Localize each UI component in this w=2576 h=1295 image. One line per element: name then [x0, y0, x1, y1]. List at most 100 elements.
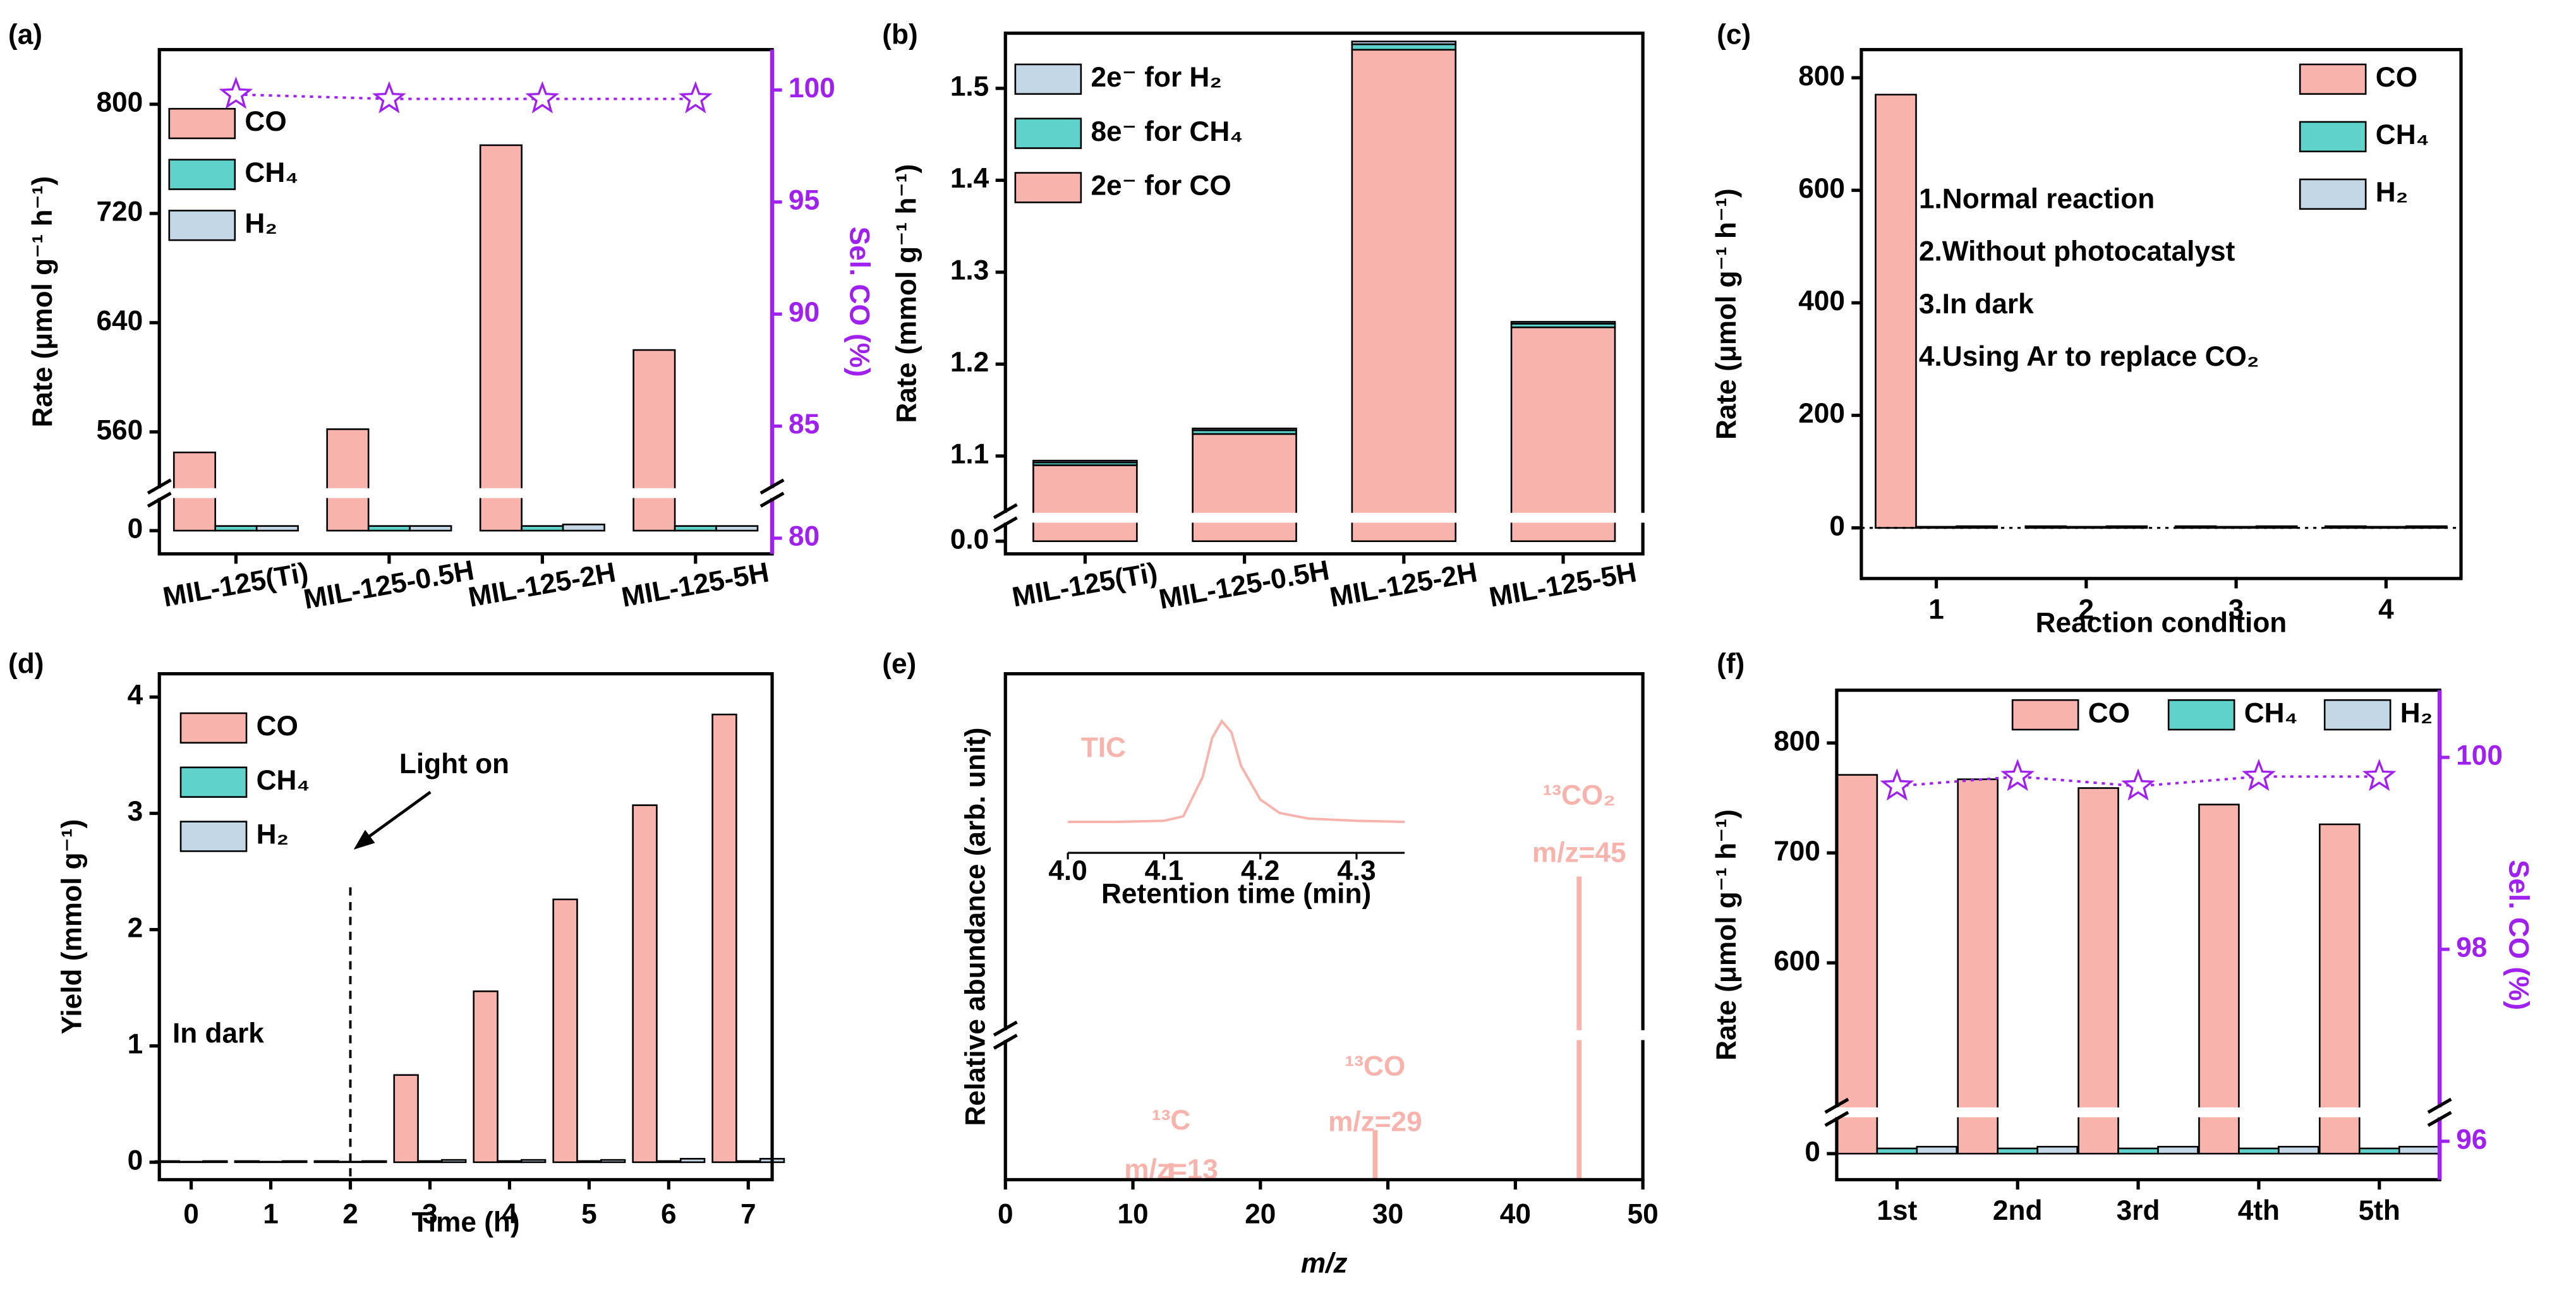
legend-swatch [179, 712, 248, 744]
legend-label: 2e⁻ for H₂ [1091, 62, 1221, 93]
bar [521, 1159, 547, 1164]
star-marker [525, 81, 560, 114]
y-tick-label: 600 [1798, 173, 1845, 204]
axis-break [1832, 1107, 2445, 1117]
axis-break [1000, 512, 1648, 523]
star-marker [2362, 759, 2397, 792]
y-tick-label: 1 [128, 1028, 143, 1059]
y-tick-label: 800 [1798, 61, 1845, 92]
star-marker [372, 81, 406, 114]
legend-swatch [168, 107, 236, 140]
x-tick-label: 1 [1928, 594, 1944, 625]
star-marker [219, 76, 253, 109]
bar [497, 1160, 523, 1164]
x-axis-label: m/z [1301, 1248, 1348, 1279]
y-tick-label: 1.3 [950, 255, 989, 286]
x-tick-label: 0 [998, 1198, 1013, 1229]
bar [562, 523, 605, 532]
axis-break [1000, 1030, 1648, 1040]
legend-swatch [2299, 178, 2367, 210]
bar-segment [1510, 321, 1616, 325]
y-tick-label: 1.4 [950, 163, 989, 194]
y2-tick-label: 80 [789, 521, 819, 552]
y-axis-label: Yield (mmol g⁻¹) [57, 819, 88, 1035]
inset-x-tick-label: 4.1 [1145, 855, 1183, 886]
bar [632, 804, 658, 1164]
bar [2117, 1147, 2159, 1155]
x-tick-label: 4 [502, 1198, 517, 1229]
bar [715, 525, 759, 532]
bar [1916, 1145, 1958, 1155]
bar [2398, 1145, 2440, 1155]
legend-label: H₂ [2376, 177, 2409, 208]
legend-swatch [2299, 63, 2367, 95]
bar [202, 1160, 228, 1164]
bar-segment [1510, 326, 1616, 543]
bar [234, 1160, 260, 1164]
y2-tick-label: 85 [789, 409, 819, 440]
y2-axis-label: Sel. CO (%) [2503, 860, 2534, 1010]
x-tick-label: 0 [183, 1198, 199, 1229]
y-axis-label: Rate (μmol g⁻¹ h⁻¹) [27, 176, 58, 428]
x-tick-label: MIL-125-5H [619, 557, 771, 613]
y-tick-label: 1.2 [950, 347, 989, 378]
bar-segment [1351, 43, 1457, 51]
y-tick-label: 200 [1798, 398, 1845, 429]
y-axis-label: Rate (μmol g⁻¹ h⁻¹) [1711, 188, 1742, 440]
annotation: 1.Normal reaction [1919, 183, 2155, 214]
bar [2077, 787, 2119, 1155]
panel-label: (f) [1717, 648, 1745, 679]
y-tick-label: 800 [1774, 726, 1820, 757]
bar [282, 1160, 308, 1164]
break-mark [759, 491, 785, 508]
legend-swatch [168, 210, 236, 241]
bar [2157, 1145, 2199, 1155]
y2-tick-label: 90 [789, 297, 819, 328]
legend-label: CO [2088, 697, 2130, 728]
legend-label: H₂ [2400, 697, 2433, 728]
break-mark [2427, 1111, 2452, 1127]
legend-swatch [1014, 117, 1082, 149]
y-tick-label: 560 [96, 414, 143, 445]
bar [576, 1160, 602, 1164]
legend-label: CH₄ [245, 157, 298, 188]
bar [367, 525, 411, 532]
x-tick-label: 2nd [1993, 1195, 2043, 1226]
x-tick-label: MIL-125(Ti) [1010, 557, 1159, 613]
break-mark [147, 491, 172, 508]
break-mark [993, 1033, 1018, 1050]
y-tick-label: 600 [1774, 946, 1820, 977]
y2-tick-label: 96 [2456, 1124, 2487, 1155]
inset-x-axis-label: Retention time (min) [1101, 878, 1371, 909]
x-tick-label: 20 [1245, 1198, 1276, 1229]
x-tick-label: MIL-125-5H [1487, 557, 1639, 613]
annotation: In dark [172, 1018, 264, 1049]
break-mark [1824, 1097, 1849, 1114]
x-tick-label: MIL-125-2H [466, 557, 619, 613]
bar [441, 1159, 467, 1164]
annotation: Light on [399, 749, 509, 780]
bar [2238, 1147, 2280, 1155]
break-mark [993, 516, 1018, 533]
y-tick-label: 700 [1774, 836, 1820, 867]
star-marker [679, 81, 713, 114]
bar [2358, 1147, 2400, 1155]
bar [1957, 778, 1999, 1155]
legend-swatch [2323, 699, 2392, 731]
y-tick-label: 1.5 [950, 71, 989, 102]
legend-label: CH₄ [2244, 697, 2298, 728]
bar [711, 713, 737, 1164]
y-tick-label: 0 [128, 514, 143, 545]
axis-break [154, 488, 777, 498]
inset-x-tick-label: 4.0 [1048, 855, 1087, 886]
peak-label: ¹³CO₂ [1543, 780, 1616, 810]
arrow-shaft [359, 790, 432, 845]
x-tick-label: MIL-125-0.5H [301, 555, 476, 615]
peak-label: m/z=29 [1328, 1107, 1422, 1138]
x-tick-label: 1 [263, 1198, 279, 1229]
bar [1876, 1147, 1918, 1155]
bar [656, 1160, 682, 1164]
star-marker [2242, 759, 2276, 792]
bar [2278, 1145, 2319, 1155]
